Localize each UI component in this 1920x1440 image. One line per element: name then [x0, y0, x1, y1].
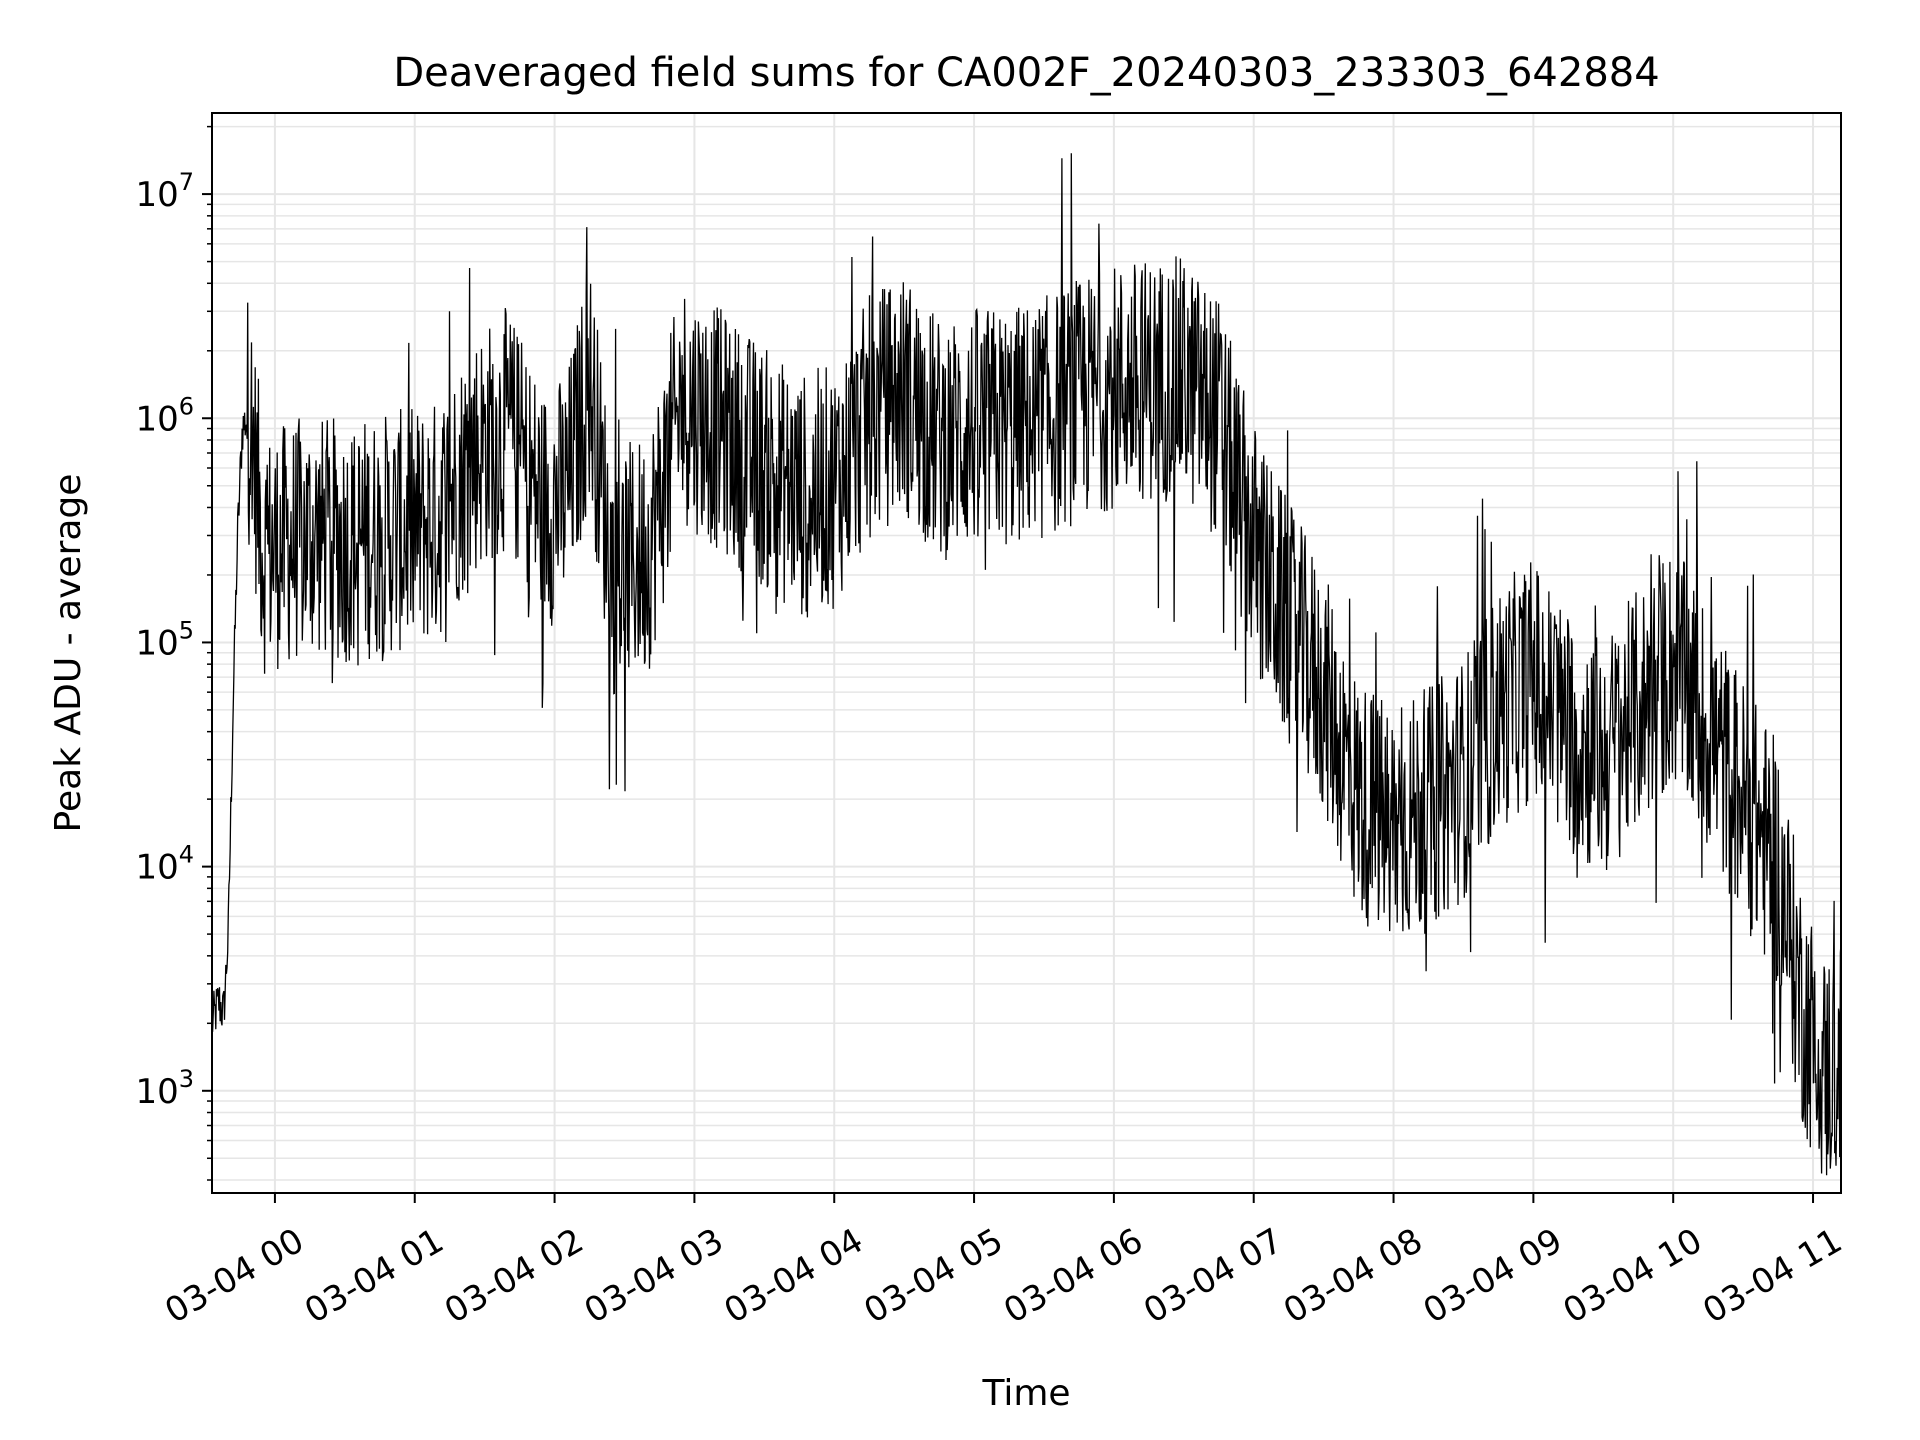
y-tick-label: 106 [135, 392, 194, 439]
chart-title: Deaveraged field sums for CA002F_2024030… [393, 50, 1659, 96]
x-tick-label: 03-04 00 [158, 1221, 310, 1332]
y-tick-label: 103 [135, 1065, 194, 1112]
x-tick-label: 03-04 10 [1557, 1221, 1709, 1332]
y-tick-label: 104 [135, 841, 194, 888]
data-series-line [211, 153, 1842, 1176]
x-tick-label: 03-04 09 [1417, 1221, 1569, 1332]
x-tick-label: 03-04 04 [718, 1221, 870, 1332]
x-tick-label: 03-04 08 [1277, 1221, 1429, 1332]
x-tick-label: 03-04 02 [438, 1221, 590, 1332]
x-tick-label: 03-04 06 [997, 1221, 1149, 1332]
x-tick-label: 03-04 01 [298, 1221, 450, 1332]
x-tick-label: 03-04 11 [1696, 1221, 1848, 1332]
x-axis-label: Time [981, 1373, 1070, 1414]
x-tick-label: 03-04 05 [857, 1221, 1009, 1332]
x-tick-label: 03-04 07 [1137, 1221, 1289, 1332]
y-axis-label: Peak ADU - average [48, 474, 89, 833]
x-tick-label: 03-04 03 [578, 1221, 730, 1332]
y-tick-label: 105 [135, 616, 194, 663]
y-tick-label: 107 [135, 168, 194, 215]
data-line-layer [211, 153, 1842, 1176]
